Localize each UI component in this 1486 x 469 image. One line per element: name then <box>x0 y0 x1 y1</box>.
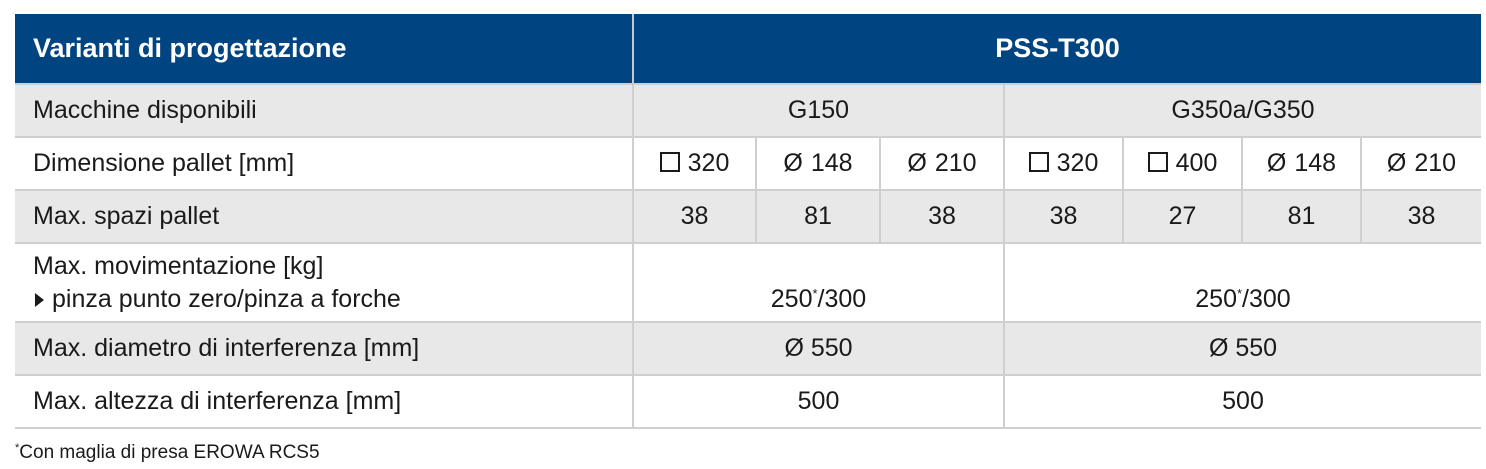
square-icon <box>659 152 680 172</box>
cell-g150: G150 <box>632 83 1004 137</box>
footnote-mark: * <box>1236 286 1243 301</box>
diameter-symbol: Ø <box>783 149 803 177</box>
cell-handling-g150: 250*/300 <box>632 242 1004 322</box>
header-variants: Varianti di progettazione <box>15 14 633 84</box>
cell-handling-g350: 250*/300 <box>1003 242 1481 322</box>
row-pallet-size: Dimensione pallet [mm] 320 Ø 148 Ø 210 320… <box>15 136 1481 190</box>
row-label: Dimensione pallet [mm] <box>15 136 633 190</box>
cell-pallet-size: Ø 148 <box>1241 136 1361 190</box>
cell-pallet-spaces: 38 <box>1360 189 1481 243</box>
header-row: Varianti di progettazione PSS-T300 <box>15 14 1481 84</box>
square-icon <box>1028 152 1049 172</box>
cell-pallet-spaces: 38 <box>879 189 1004 243</box>
cell-pallet-size: 400 <box>1122 136 1242 190</box>
cell-pallet-spaces: 81 <box>755 189 880 243</box>
cell-pallet-spaces: 27 <box>1122 189 1242 243</box>
triangle-bullet-icon <box>35 292 44 307</box>
cell-pallet-size: 320 <box>632 136 756 190</box>
spec-table-container: Varianti di progettazione PSS-T300 Macch… <box>15 14 1481 429</box>
cell-pallet-spaces: 81 <box>1241 189 1361 243</box>
cell-pallet-spaces: 38 <box>632 189 756 243</box>
row-label-handling: Max. movimentazione [kg] pinza punto zer… <box>15 242 633 322</box>
footnote-text: Con maglia di presa EROWA RCS5 <box>19 442 320 463</box>
spec-table: Varianti di progettazione PSS-T300 Macch… <box>15 14 1481 429</box>
row-sublabel: pinza punto zero/pinza a forche <box>52 284 401 313</box>
row-machines: Macchine disponibili G150 G350a/G350 <box>15 83 1481 137</box>
footnote-mark: * <box>812 286 818 301</box>
cell-height-g150: 500 <box>632 374 1004 429</box>
cell-diameter-g350: Ø 550 <box>1003 321 1481 375</box>
row-height: Max. altezza di interferenza [mm] 500 50… <box>15 374 1481 429</box>
diameter-symbol: Ø <box>1386 149 1407 177</box>
diameter-symbol: Ø <box>1266 149 1287 177</box>
cell-height-g350: 500 <box>1003 374 1481 429</box>
row-label: Max. spazi pallet <box>15 189 633 243</box>
square-icon <box>1147 152 1168 172</box>
footnote: *Con maglia di presa EROWA RCS5 <box>15 442 320 464</box>
cell-g350: G350a/G350 <box>1003 83 1481 137</box>
cell-pallet-size: 320 <box>1003 136 1123 190</box>
row-label: Max. diametro di interferenza [mm] <box>15 321 633 375</box>
row-label: Macchine disponibili <box>15 83 633 137</box>
cell-pallet-size: Ø 148 <box>755 136 880 190</box>
row-handling: Max. movimentazione [kg] pinza punto zer… <box>15 242 1481 322</box>
cell-pallet-spaces: 38 <box>1003 189 1123 243</box>
footnote-mark: * <box>15 442 20 454</box>
cell-pallet-size: Ø 210 <box>1360 136 1481 190</box>
cell-diameter-g150: Ø 550 <box>632 321 1004 375</box>
cell-pallet-size: Ø 210 <box>879 136 1004 190</box>
header-model: PSS-T300 <box>632 14 1481 84</box>
row-diameter: Max. diametro di interferenza [mm] Ø 550… <box>15 321 1481 375</box>
row-label: Max. altezza di interferenza [mm] <box>15 374 633 429</box>
row-pallet-spaces: Max. spazi pallet 38 81 38 38 27 81 38 <box>15 189 1481 243</box>
row-label: Max. movimentazione [kg] <box>33 251 324 280</box>
diameter-symbol: Ø <box>907 149 927 177</box>
